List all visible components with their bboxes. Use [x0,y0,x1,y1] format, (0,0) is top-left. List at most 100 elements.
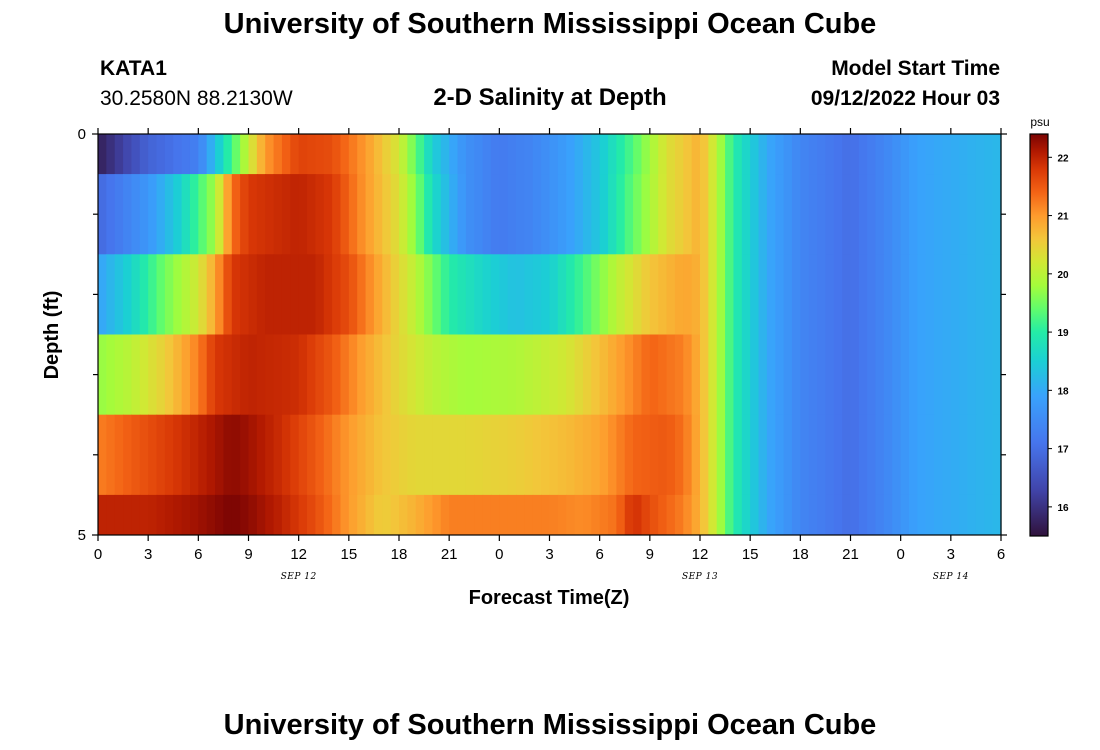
heatmap-cell [106,334,116,416]
heatmap-cell [582,254,592,335]
heatmap-cell [633,254,643,335]
heatmap-cell [340,134,350,175]
heatmap-cell [357,134,367,175]
heatmap-cell [198,494,208,536]
heatmap-cell [967,174,977,255]
heatmap-cell [825,134,835,175]
heatmap-cell [215,334,225,416]
heatmap-cell [616,174,626,255]
heatmap-cell [649,414,659,496]
heatmap-cell [900,134,910,175]
heatmap-cell [775,134,785,175]
heatmap-cell [875,414,885,496]
heatmap-cell [925,414,935,496]
heatmap-cell [273,494,283,536]
heatmap-cell [624,414,634,496]
heatmap-cell [641,414,651,496]
colorbar-tick-label: 21 [1057,212,1069,223]
heatmap-cell [750,414,760,496]
heatmap-cell [315,414,325,496]
heatmap-cell [817,494,827,536]
heatmap-cell [758,334,768,416]
heatmap-cell [189,134,199,175]
heatmap-cell [198,134,208,175]
heatmap-cell [942,334,952,416]
heatmap-cell [148,414,158,496]
heatmap-cell [348,174,358,255]
heatmap-cell [691,334,701,416]
heatmap-cell [984,254,994,335]
heatmap-cell [842,414,852,496]
heatmap-cell [666,334,676,416]
heatmap-cell [173,334,183,416]
heatmap-cell [189,254,199,335]
heatmap-cell [332,494,342,536]
colorbar-scale [1029,133,1049,537]
heatmap-cell [591,254,601,335]
heatmap-cell [566,334,576,416]
heatmap-cell [290,334,300,416]
heatmap-cell [700,414,709,496]
heatmap-cell [750,494,760,536]
heatmap-cell [223,414,233,496]
heatmap-cell [281,174,291,255]
x-tick-label: 21 [441,546,458,563]
heatmap-cell [440,174,450,255]
heatmap-cell [265,334,275,416]
heatmap-cell [240,334,250,416]
heatmap-cell [800,414,810,496]
heatmap-cell [783,174,793,255]
heatmap-cell [365,334,375,416]
heatmap-cell [566,414,576,496]
heatmap-cell [925,334,935,416]
heatmap-cell [265,174,275,255]
heatmap-cell [164,174,174,255]
heatmap-cell [373,414,383,496]
heatmap-cell [248,334,258,416]
heatmap-cell [382,254,392,335]
heatmap-cell [858,174,868,255]
heatmap-cell [223,334,233,416]
heatmap-cell [198,414,208,496]
heatmap-cell [741,334,751,416]
heatmap-cell [791,254,801,335]
heatmap-cell [750,134,760,175]
heatmap-cell [298,174,308,255]
heatmap-cell [348,414,358,496]
heatmap-cell [892,334,902,416]
heatmap-cell [750,254,760,335]
heatmap-cell [557,334,567,416]
heatmap-cell [399,254,408,335]
heatmap-cell [516,134,526,175]
heatmap-cell [842,174,852,255]
heatmap-cell [215,134,225,175]
heatmap-cell [474,334,484,416]
heatmap-cell [608,134,617,175]
heatmap-cell [582,414,592,496]
heatmap-cell [942,134,952,175]
heatmap-cell [148,134,158,175]
heatmap-cell [123,494,133,536]
heatmap-cell [716,134,726,175]
heatmap-cell [858,254,868,335]
heatmap-cell [407,134,417,175]
heatmap-cell [106,254,116,335]
heatmap-cell [825,334,835,416]
heatmap-cell [524,414,534,496]
x-axis-ticks: 0 3 6 9 12 15 18 21 0 3 6 9 12 15 18 21 0 3 6 SEP 12 SEP 13 S… [94,128,1005,582]
heatmap-cell [967,414,977,496]
heatmap-cell [198,254,208,335]
heatmap-cell [482,254,492,335]
heatmap-cell [399,174,408,255]
heatmap-cell [616,494,626,536]
heatmap-cell [298,134,308,175]
heatmap-cell [524,174,534,255]
heatmap-cell [407,334,417,416]
heatmap-cell [825,494,835,536]
heatmap-cell [281,254,291,335]
heatmap-cell [390,494,400,536]
heatmap-cell [883,134,893,175]
heatmap-cell [240,134,250,175]
heatmap-cell [934,334,944,416]
x-tick-label: 12 [290,546,307,563]
